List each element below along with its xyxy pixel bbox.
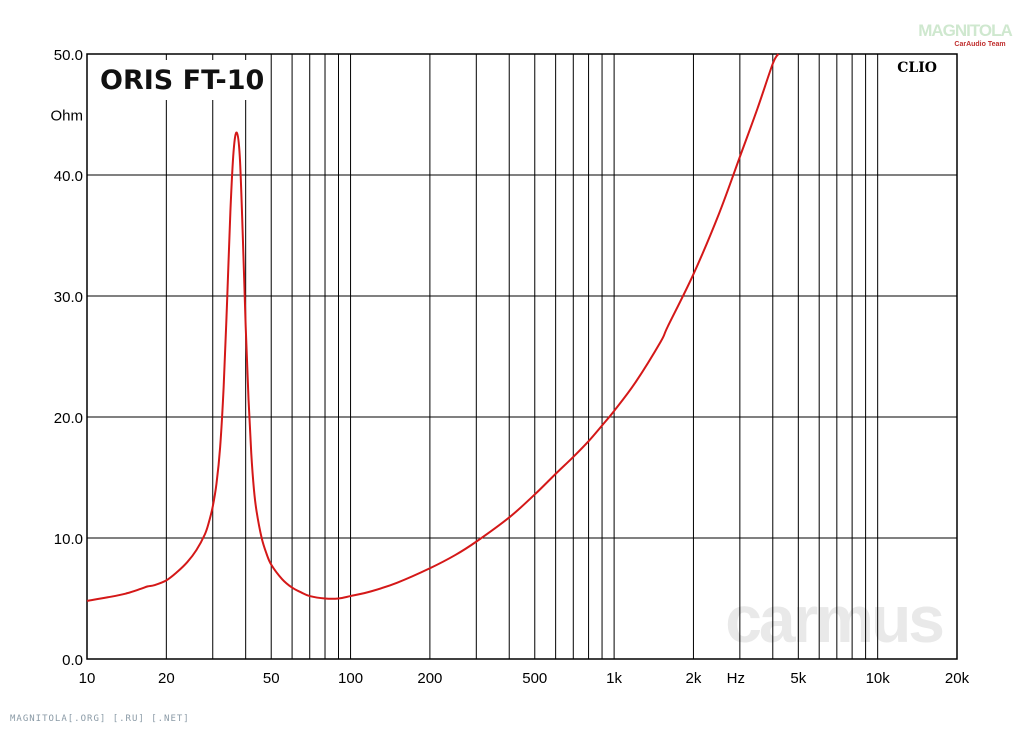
x-tick-label: 50	[263, 670, 280, 687]
x-tick-label: 2k	[686, 670, 702, 687]
y-tick-label: 40.0	[54, 168, 83, 185]
title-background	[95, 60, 267, 100]
y-tick-label: 50.0	[54, 47, 83, 64]
site-footer-text: MAGNITOLA[.ORG] [.RU] [.NET]	[10, 714, 190, 724]
impedance-curve	[86, 53, 780, 602]
carmus-watermark: carmus	[725, 582, 942, 656]
magnitola-subtitle: CarAudio Team	[954, 41, 1005, 48]
y-tick-label: 10.0	[54, 531, 83, 548]
x-axis-unit: Hz	[727, 670, 745, 687]
y-tick-label: 20.0	[54, 410, 83, 427]
chart-title: ORIS FT-10	[100, 65, 264, 96]
y-tick-label: 30.0	[54, 289, 83, 306]
x-tick-label: 10	[79, 670, 96, 687]
y-tick-label: 0.0	[62, 652, 83, 669]
x-tick-label: 1k	[606, 670, 622, 687]
clio-annotation: CLIO	[897, 60, 937, 76]
magnitola-logo: MAGNITOLA	[918, 21, 1012, 40]
y-axis-label: Ohm	[50, 108, 83, 125]
x-tick-label: 20	[158, 670, 175, 687]
x-tick-label: 100	[338, 670, 363, 687]
x-tick-label: 20k	[945, 670, 970, 687]
x-tick-label: 10k	[866, 670, 891, 687]
x-tick-label: 5k	[790, 670, 806, 687]
clio-background	[893, 57, 951, 77]
x-tick-label: 200	[417, 670, 442, 687]
plot-frame	[86, 53, 958, 660]
x-tick-label: 500	[522, 670, 547, 687]
